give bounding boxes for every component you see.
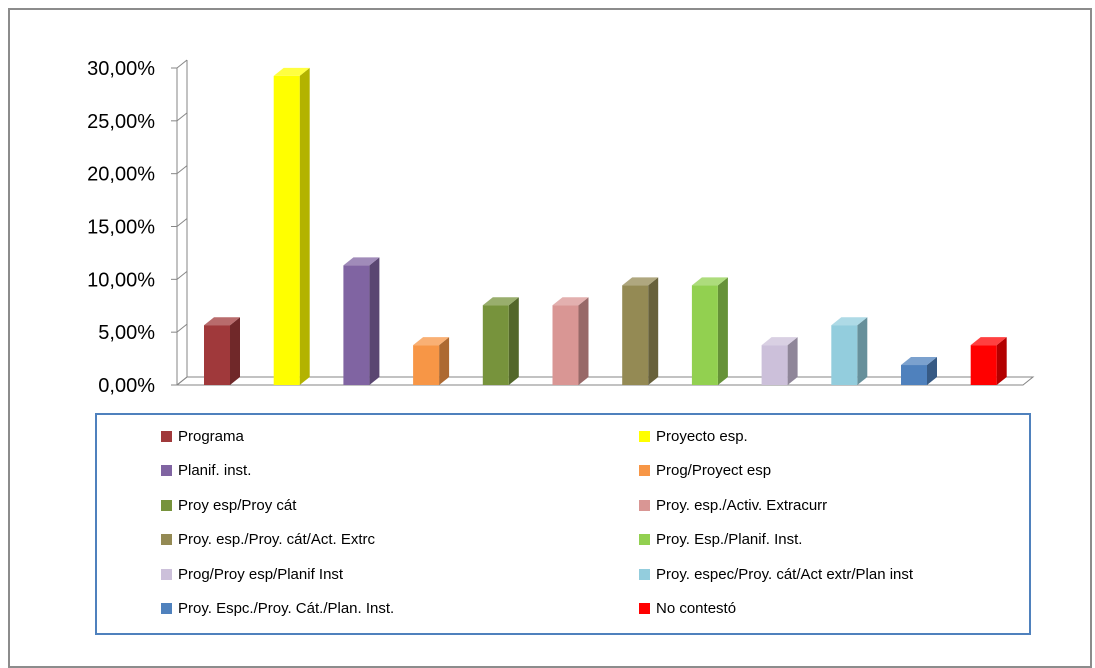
legend-item: Programa — [161, 424, 244, 448]
legend-swatch — [639, 569, 650, 580]
y-tick-label: 10,00% — [87, 269, 155, 291]
y-tick-depth — [177, 113, 187, 121]
legend: Programa Proyecto esp. Planif. inst. Prog/P… — [95, 413, 1031, 635]
bar-side — [857, 317, 867, 385]
legend-label: No contestó — [656, 600, 736, 617]
bar-side — [369, 257, 379, 385]
bar — [831, 317, 867, 385]
y-tick-depth — [177, 271, 187, 279]
legend-label: Proyecto esp. — [656, 428, 748, 445]
legend-label: Programa — [178, 428, 244, 445]
bar-side — [509, 297, 519, 385]
bar — [483, 297, 519, 385]
legend-swatch — [161, 603, 172, 614]
bar — [762, 337, 798, 385]
legend-label: Proy. Espc./Proy. Cát./Plan. Inst. — [178, 600, 394, 617]
bar-side — [997, 337, 1007, 385]
y-tick-depth — [177, 166, 187, 174]
bar — [343, 257, 379, 385]
y-tick-label: 30,00% — [87, 58, 155, 80]
bar-front — [204, 325, 230, 385]
bar-side — [300, 68, 310, 385]
legend-label: Prog/Proyect esp — [656, 462, 771, 479]
bar-front — [901, 365, 927, 385]
legend-label: Proy. esp./Proy. cát/Act. Extrc — [178, 531, 375, 548]
legend-item: Proy. esp./Proy. cát/Act. Extrc — [161, 528, 375, 552]
bar-side — [579, 297, 589, 385]
bar-front — [831, 325, 857, 385]
bar-front — [622, 285, 648, 385]
legend-label: Prog/Proy esp/Planif Inst — [178, 566, 343, 583]
legend-item: Proy esp/Proy cát — [161, 493, 296, 517]
bar — [204, 317, 240, 385]
legend-label: Proy esp/Proy cát — [178, 497, 296, 514]
legend-item: Planif. inst. — [161, 459, 251, 483]
legend-swatch — [639, 500, 650, 511]
legend-label: Planif. inst. — [178, 462, 251, 479]
legend-swatch — [639, 431, 650, 442]
bar-front — [343, 265, 369, 385]
legend-swatch — [639, 465, 650, 476]
bar-front — [971, 345, 997, 385]
legend-item: Prog/Proyect esp — [639, 459, 771, 483]
bars-layer — [204, 68, 1007, 385]
bar-front — [553, 305, 579, 385]
bar-side — [648, 277, 658, 385]
legend-swatch — [161, 431, 172, 442]
y-tick-label: 20,00% — [87, 164, 155, 186]
legend-swatch — [161, 534, 172, 545]
legend-swatch — [639, 603, 650, 614]
y-tick-label: 15,00% — [87, 217, 155, 239]
bar-front — [483, 305, 509, 385]
legend-item: Prog/Proy esp/Planif Inst — [161, 562, 343, 586]
bar-side — [788, 337, 798, 385]
legend-label: Proy. esp./Activ. Extracurr — [656, 497, 827, 514]
bar — [274, 68, 310, 385]
legend-item: Proy. Esp./Planif. Inst. — [639, 528, 802, 552]
y-tick-depth — [177, 324, 187, 332]
legend-swatch — [161, 465, 172, 476]
legend-item: Proy. Espc./Proy. Cát./Plan. Inst. — [161, 597, 394, 621]
bar — [622, 277, 658, 385]
legend-item: No contestó — [639, 597, 736, 621]
bar — [413, 337, 449, 385]
bar — [971, 337, 1007, 385]
bar-front — [692, 285, 718, 385]
legend-swatch — [639, 534, 650, 545]
bar-side — [230, 317, 240, 385]
legend-swatch — [161, 500, 172, 511]
y-tick-label: 25,00% — [87, 111, 155, 133]
bar-front — [274, 76, 300, 385]
bar-chart-plot: 0,00% 5,00% 10,00% 15,00% 20,00% 25,00% 30,00% — [0, 0, 1095, 420]
bar — [901, 357, 937, 385]
y-tick-label: 5,00% — [98, 322, 155, 344]
bar-front — [762, 345, 788, 385]
legend-item: Proy. espec/Proy. cát/Act extr/Plan inst — [639, 562, 913, 586]
bar-front — [413, 345, 439, 385]
y-tick-label: 0,00% — [98, 375, 155, 397]
bar — [553, 297, 589, 385]
y-tick-depth — [177, 219, 187, 227]
legend-label: Proy. espec/Proy. cát/Act extr/Plan inst — [656, 566, 913, 583]
bar-side — [718, 277, 728, 385]
legend-item: Proyecto esp. — [639, 424, 748, 448]
y-tick-depth — [177, 60, 187, 68]
legend-item: Proy. esp./Activ. Extracurr — [639, 493, 827, 517]
bar-side — [439, 337, 449, 385]
legend-swatch — [161, 569, 172, 580]
bar — [692, 277, 728, 385]
legend-label: Proy. Esp./Planif. Inst. — [656, 531, 802, 548]
